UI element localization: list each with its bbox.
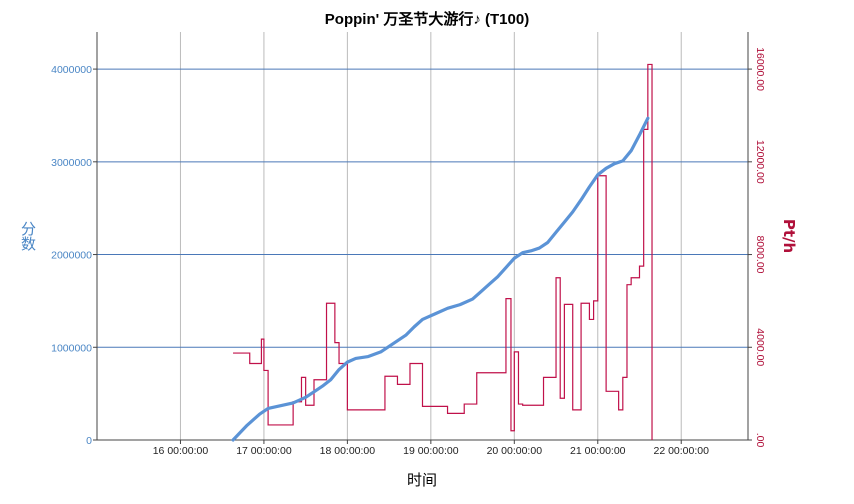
y-right-tick-label: 12000.00 — [754, 140, 766, 184]
y-axis-right-label: Pt/h — [780, 219, 798, 253]
y-axis-left-label: 分数 — [19, 221, 37, 251]
x-tick-label: 16 00:00:00 — [153, 445, 209, 457]
x-tick-label: 20 00:00:00 — [487, 445, 543, 457]
y-right-tick-label: 8000.00 — [754, 236, 766, 274]
x-tick-label: 19 00:00:00 — [403, 445, 459, 457]
y-right-tick-label: 16000.00 — [754, 47, 766, 91]
y-left-tick-label: 3000000 — [51, 157, 92, 169]
x-tick-label: 17 00:00:00 — [236, 445, 292, 457]
y-left-tick-label: 4000000 — [51, 64, 92, 76]
y-left-tick-label: 1000000 — [51, 342, 92, 354]
x-tick-label: 18 00:00:00 — [320, 445, 376, 457]
left-tick-labels: 0 1000000 2000000 3000000 4000000 — [51, 64, 97, 447]
x-axis-label: 时间 — [407, 471, 437, 489]
pth-line — [233, 63, 653, 440]
pth-series — [233, 63, 653, 440]
axes — [96, 32, 749, 441]
right-tick-labels: .00 4000.00 8000.00 12000.00 16000.00 — [748, 47, 766, 447]
score-series — [231, 116, 650, 442]
y-right-tick-label: .00 — [754, 433, 766, 448]
y-left-tick-label: 2000000 — [51, 250, 92, 262]
x-tick-label: 21 00:00:00 — [570, 445, 626, 457]
chart-title: Poppin' 万圣节大游行♪ (T100) — [325, 10, 529, 28]
y-left-tick-label: 0 — [86, 435, 92, 447]
x-tick-labels: 16 00:00:00 17 00:00:00 18 00:00:00 19 00:0… — [153, 440, 709, 457]
y-right-tick-label: 4000.00 — [754, 328, 766, 366]
score-line — [231, 116, 650, 442]
x-tick-label: 22 00:00:00 — [653, 445, 709, 457]
